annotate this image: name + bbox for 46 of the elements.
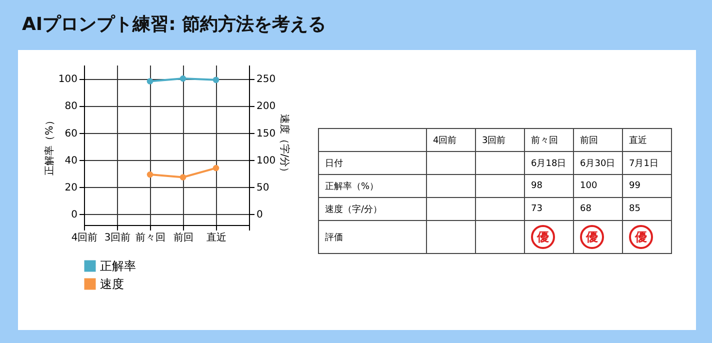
- text: 98: [531, 181, 542, 191]
- category-label: 直近: [622, 128, 672, 152]
- y-tick-label: 0: [71, 210, 78, 221]
- chart-title: AIプロンプト練習: 節約方法を考える: [22, 13, 326, 36]
- legend-label: 速度: [100, 277, 124, 291]
- y2-axis-title: 速度（字/分）: [278, 114, 291, 178]
- text: 73: [531, 204, 542, 214]
- category-label: 前々回: [524, 128, 574, 152]
- text: 68: [580, 204, 592, 214]
- stamp-icon: 優: [531, 225, 555, 249]
- category-label: 前回: [574, 128, 622, 152]
- y-tick-label: 40: [64, 155, 78, 166]
- point: [146, 171, 154, 178]
- text: 85: [629, 204, 640, 214]
- y-tick-label: 60: [64, 128, 78, 140]
- y2-tick-label: 150: [256, 128, 276, 140]
- y-tick-label: 80: [64, 101, 78, 112]
- text: 99: [629, 181, 640, 191]
- text: 6月30日: [580, 158, 616, 168]
- text: 100: [580, 181, 598, 191]
- text: 7月1日: [629, 158, 658, 168]
- y-axis-title: 正解率（%）: [43, 116, 56, 176]
- y2-tick-label: 100: [256, 155, 276, 166]
- point: [212, 164, 220, 172]
- x-tick-label: 3回前: [104, 232, 131, 244]
- category-label: 4回前: [426, 128, 476, 152]
- x-tick-label: 前々回: [136, 232, 166, 244]
- point: [180, 174, 186, 180]
- x-tick-label: 4回前: [71, 232, 98, 244]
- text: 6月18日: [531, 158, 566, 168]
- y2-tick-label: 0: [256, 210, 263, 221]
- x-tick-label: 前回: [174, 232, 194, 244]
- category-label: 速度（字/分）: [325, 204, 382, 214]
- stamp-icon: 優: [629, 225, 653, 249]
- stamp-icon: 優: [580, 225, 604, 249]
- legend-label: 正解率: [100, 259, 136, 273]
- y2-tick-label: 50: [256, 182, 270, 194]
- x-tick-label: 直近: [206, 232, 226, 244]
- category-label: 正解率（%）: [325, 182, 379, 192]
- category-label: 日付: [325, 158, 343, 168]
- y-tick-label: 100: [58, 74, 78, 86]
- y2-tick-label: 250: [256, 74, 276, 86]
- category-label: 評価: [325, 232, 343, 242]
- y-tick-label: 20: [64, 182, 78, 194]
- y2-tick-label: 200: [256, 101, 276, 112]
- category-label: 3回前: [476, 128, 524, 152]
